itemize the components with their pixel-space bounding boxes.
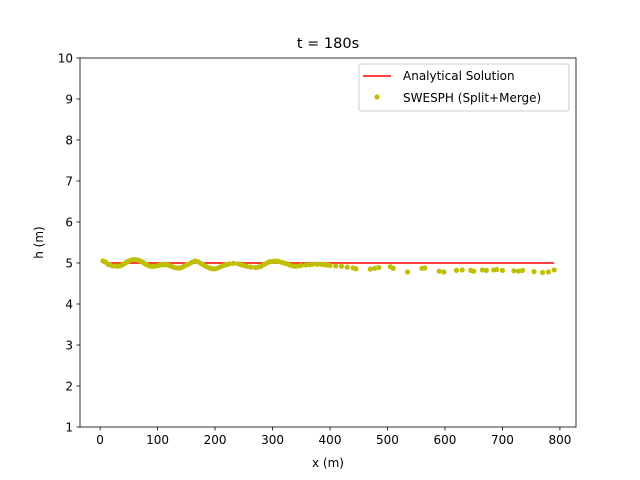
data-point-swesph: [515, 268, 522, 274]
data-point-swesph: [376, 264, 382, 271]
data-point-swesph: [353, 266, 359, 272]
data-point-swesph: [226, 261, 233, 267]
y-tick-label: 2: [65, 379, 73, 393]
legend-box: [358, 63, 570, 112]
x-tick-label: 300: [261, 433, 284, 447]
x-tick-label: 600: [434, 433, 457, 447]
y-tick-label: 3: [65, 338, 73, 352]
data-point-swesph: [367, 266, 373, 272]
y-tick-label: 7: [65, 174, 73, 188]
data-point-swesph: [244, 263, 250, 269]
data-point-swesph: [436, 268, 442, 274]
data-point-swesph: [551, 267, 557, 273]
data-point-swesph: [499, 267, 506, 273]
data-point-swesph: [531, 269, 537, 275]
x-tick-label: 500: [376, 433, 399, 447]
y-tick-label: 6: [65, 215, 73, 229]
x-axis-ticks: 0 100 200 300 400 500 600 700 800: [96, 427, 571, 447]
data-point-swesph: [519, 267, 526, 273]
data-point-swesph: [333, 263, 339, 269]
y-tick-label: 10: [58, 51, 73, 65]
data-point-swesph: [314, 261, 320, 267]
legend-label-swesph: SWESPH (Split+Merge): [403, 91, 541, 105]
x-tick-label: 800: [548, 433, 571, 447]
x-tick-label: 100: [146, 433, 169, 447]
data-point-swesph: [338, 263, 345, 269]
data-point-swesph: [471, 268, 477, 274]
y-tick-label: 4: [65, 297, 73, 311]
y-tick-label: 9: [65, 92, 73, 106]
data-point-swesph: [540, 269, 546, 276]
data-point-swesph: [390, 265, 396, 271]
data-point-swesph: [441, 269, 447, 275]
data-point-swesph: [459, 267, 465, 273]
data-point-swesph: [494, 266, 500, 273]
data-point-swesph: [453, 267, 460, 273]
data-point-swesph: [483, 267, 489, 273]
x-tick-label: 0: [96, 433, 104, 447]
data-point-swesph: [230, 260, 237, 267]
data-point-swesph: [511, 268, 517, 274]
chart-title: t = 180s: [297, 36, 359, 52]
data-point-swesph: [405, 269, 411, 275]
x-tick-label: 400: [319, 433, 342, 447]
legend: Analytical Solution SWESPH (Split+Merge): [358, 63, 570, 112]
data-point-swesph: [248, 264, 254, 270]
y-axis-label: h (m): [32, 226, 46, 258]
plot-content: [100, 257, 557, 276]
x-tick-label: 200: [204, 433, 227, 447]
data-point-swesph: [372, 265, 378, 271]
data-point-swesph: [303, 262, 309, 268]
data-point-swesph: [422, 265, 428, 271]
y-tick-label: 5: [65, 256, 73, 270]
legend-label-analytical: Analytical Solution: [403, 69, 515, 83]
y-tick-label: 8: [65, 133, 73, 147]
data-point-swesph: [310, 261, 316, 267]
plot-frame: [79, 57, 577, 428]
legend-swatch-swesph: [374, 94, 380, 100]
data-point-swesph: [344, 264, 350, 270]
x-tick-label: 700: [491, 433, 514, 447]
y-tick-label: 1: [65, 420, 73, 434]
data-point-swesph: [298, 262, 304, 269]
data-point-swesph: [479, 267, 485, 273]
data-point-swesph: [327, 262, 333, 269]
data-point-swesph: [545, 269, 552, 275]
y-axis-ticks: 1 2 3 4 5 6 7 8 9 10: [58, 51, 80, 434]
x-axis-label: x (m): [312, 456, 344, 470]
